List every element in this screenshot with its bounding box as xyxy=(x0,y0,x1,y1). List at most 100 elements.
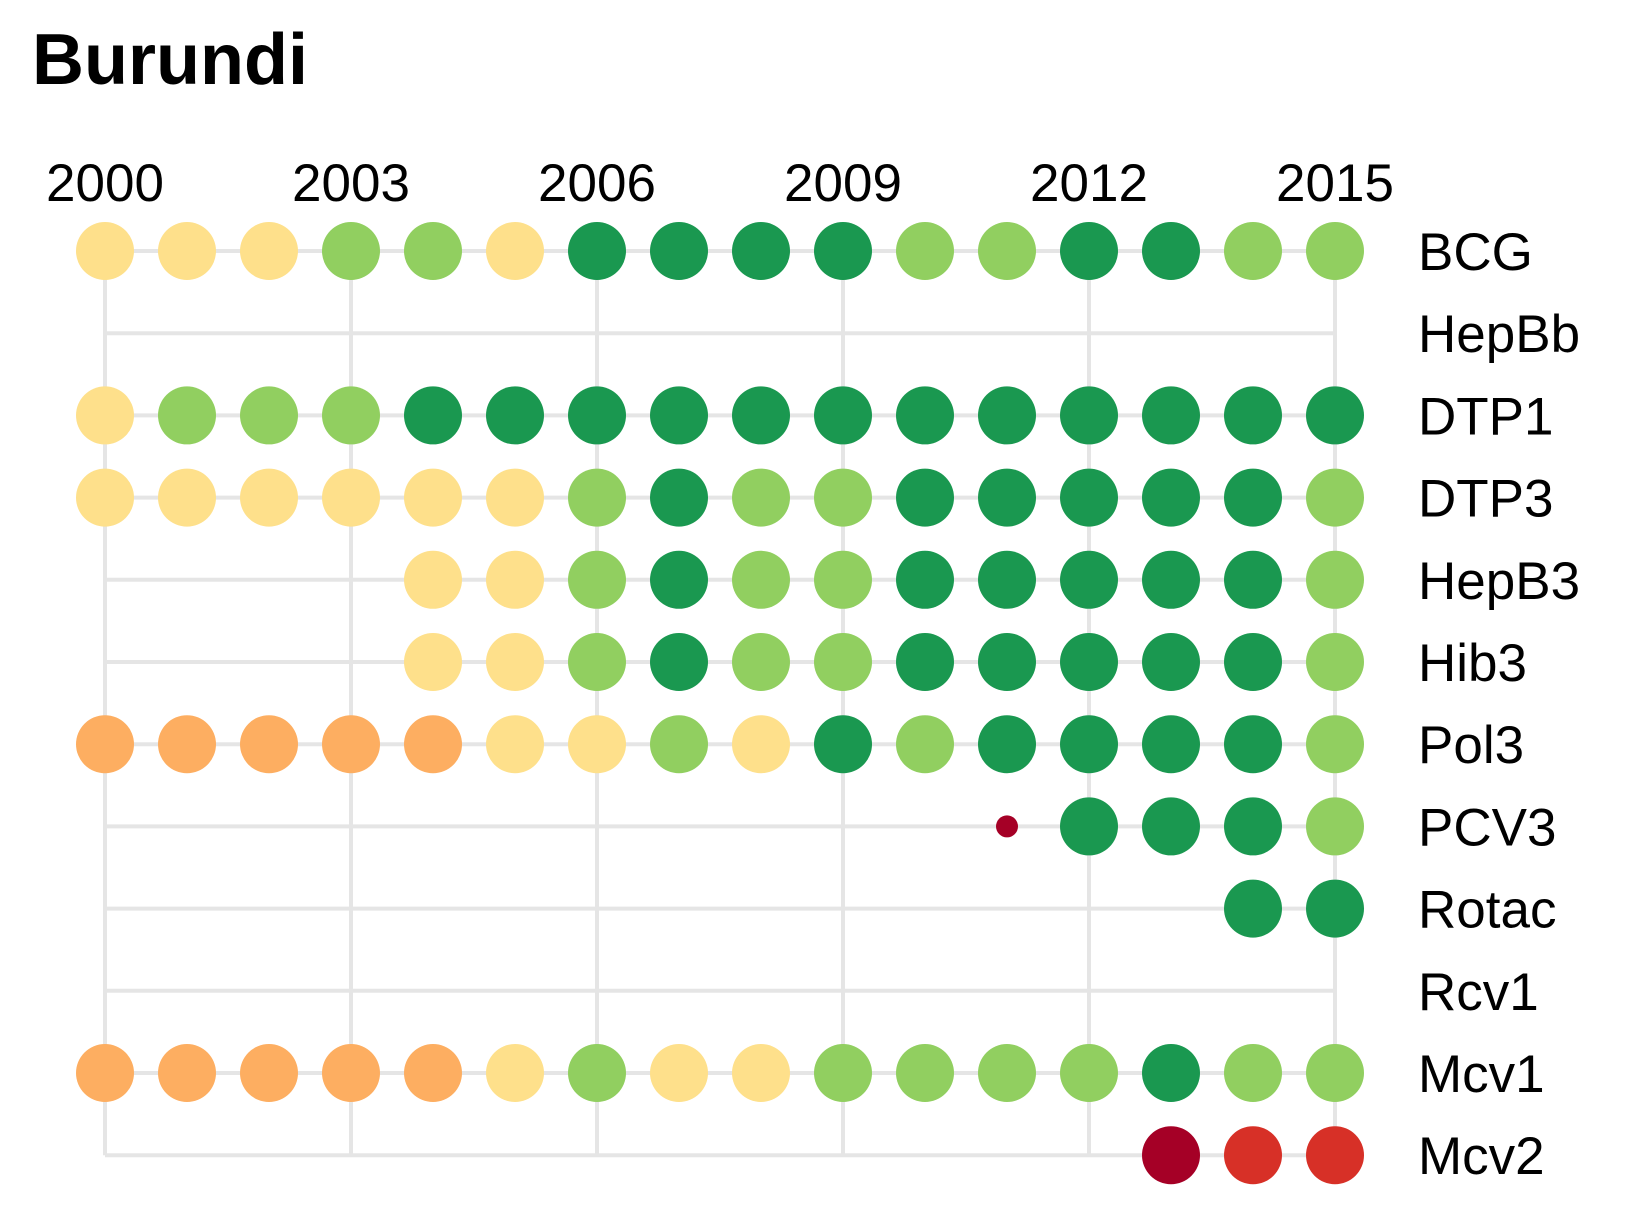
data-dot xyxy=(1060,1044,1118,1102)
data-dot xyxy=(1142,222,1200,280)
data-dot xyxy=(158,1044,216,1102)
data-dot xyxy=(650,633,708,691)
x-tick-labels: 2000 2003 2006 2009 2012 2015 xyxy=(46,154,1394,213)
row-label: BCG xyxy=(1418,223,1533,282)
data-dot xyxy=(896,222,954,280)
data-dot xyxy=(404,633,462,691)
data-dot xyxy=(76,1044,134,1102)
data-dot xyxy=(1060,715,1118,774)
data-dot xyxy=(896,550,954,609)
data-dot xyxy=(568,222,626,280)
data-dot xyxy=(1060,222,1118,280)
data-dot xyxy=(240,468,298,527)
row-label: DTP3 xyxy=(1418,470,1553,529)
data-dot xyxy=(650,1044,708,1102)
data-dot xyxy=(240,1044,298,1102)
data-dot xyxy=(996,815,1018,838)
data-dot xyxy=(1306,468,1364,527)
data-dot xyxy=(896,633,954,691)
data-dot xyxy=(732,386,790,445)
data-dot xyxy=(322,1044,380,1102)
row-labels: BCG HepBb DTP1 DTP3 HepB3 Hib3 Pol3 PCV3 Rotac Rc… xyxy=(1418,223,1580,1186)
data-dot xyxy=(158,715,216,774)
data-dot xyxy=(486,715,544,774)
data-dot xyxy=(978,715,1036,774)
x-tick-label: 2006 xyxy=(538,154,656,213)
data-dot xyxy=(486,633,544,691)
data-dot xyxy=(650,386,708,445)
data-dot xyxy=(896,468,954,527)
data-dot xyxy=(1142,550,1200,609)
data-dot xyxy=(650,715,708,774)
data-dot xyxy=(978,386,1036,445)
data-dot xyxy=(486,222,544,280)
row-label: HepBb xyxy=(1418,305,1580,364)
data-dot xyxy=(814,468,872,527)
data-dot xyxy=(1306,550,1364,609)
row-label: HepB3 xyxy=(1418,552,1580,611)
data-dot xyxy=(322,715,380,774)
x-tick-label: 2000 xyxy=(46,154,164,213)
data-dot xyxy=(158,386,216,445)
data-dot xyxy=(1224,797,1282,856)
data-dot xyxy=(568,715,626,774)
data-dot xyxy=(1306,386,1364,445)
data-dot xyxy=(568,633,626,691)
data-dot xyxy=(1060,633,1118,691)
data-dot xyxy=(1060,550,1118,609)
data-dot xyxy=(978,468,1036,527)
data-dot xyxy=(76,222,134,280)
data-dot xyxy=(76,386,134,445)
data-dot xyxy=(76,468,134,527)
data-dot xyxy=(814,715,872,774)
data-dot xyxy=(1142,468,1200,527)
data-dot xyxy=(322,222,380,280)
data-dot xyxy=(732,550,790,609)
data-dot xyxy=(1224,222,1282,280)
data-dot xyxy=(650,550,708,609)
row-label: DTP1 xyxy=(1418,387,1553,446)
data-dot xyxy=(1306,1044,1364,1102)
data-dot xyxy=(322,386,380,445)
x-tick-label: 2012 xyxy=(1030,154,1148,213)
data-dot xyxy=(1306,715,1364,774)
data-dot xyxy=(568,1044,626,1102)
data-dot xyxy=(486,550,544,609)
data-dot xyxy=(1306,879,1364,938)
data-dot xyxy=(1142,386,1200,445)
data-dot xyxy=(1224,633,1282,691)
data-dot xyxy=(732,468,790,527)
data-dot xyxy=(814,550,872,609)
data-dot xyxy=(1224,550,1282,609)
data-dot xyxy=(814,222,872,280)
data-dot xyxy=(404,386,462,445)
data-dot xyxy=(650,468,708,527)
row-label: Hib3 xyxy=(1418,634,1527,693)
data-dot xyxy=(1142,1126,1200,1185)
data-dot xyxy=(240,222,298,280)
x-tick-label: 2003 xyxy=(292,154,410,213)
data-dot xyxy=(1306,797,1364,856)
data-dot xyxy=(1224,715,1282,774)
data-dot xyxy=(732,633,790,691)
data-dot xyxy=(896,715,954,774)
data-dot xyxy=(1224,386,1282,445)
data-dot xyxy=(1060,468,1118,527)
data-dot xyxy=(978,222,1036,280)
data-dot xyxy=(732,1044,790,1102)
data-dot xyxy=(1306,1126,1364,1185)
data-dot xyxy=(568,468,626,527)
data-dot xyxy=(978,550,1036,609)
row-label: Rotac xyxy=(1418,881,1556,940)
data-dot xyxy=(486,1044,544,1102)
data-dot xyxy=(1224,879,1282,938)
x-tick-label: 2015 xyxy=(1276,154,1394,213)
data-dot xyxy=(158,468,216,527)
data-dot xyxy=(896,1044,954,1102)
data-dot xyxy=(404,550,462,609)
data-dot xyxy=(568,550,626,609)
row-label: PCV3 xyxy=(1418,798,1556,857)
data-dot xyxy=(1142,715,1200,774)
data-dot xyxy=(1224,468,1282,527)
